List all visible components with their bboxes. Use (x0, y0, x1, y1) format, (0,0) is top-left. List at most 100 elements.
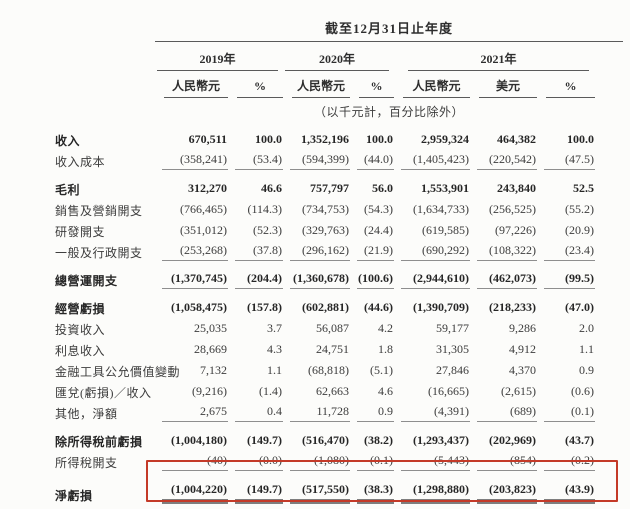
spacer-cell (595, 149, 623, 170)
table-cell: 464,382 (497, 132, 536, 146)
table-cell: 0.9 (579, 363, 594, 377)
table-cell: (53.4) (228, 149, 283, 170)
table-row: 投資收入 25,035 3.7 56,087 4.2 59,177 9,286 2.0 (55, 317, 623, 338)
table-cell: (52.3) (253, 223, 282, 237)
row-label: 銷售及營銷開支 (55, 204, 143, 218)
table-cell: (1,370,745) (155, 261, 228, 289)
table-cell: (619,585) (422, 223, 469, 237)
table-cell: (0.1) (350, 450, 394, 471)
table-cell: (204.4) (228, 261, 283, 289)
table-cell: 11,728 (283, 401, 350, 422)
row-label: 除所得稅前虧損 (55, 435, 143, 449)
spacer-cell (595, 198, 623, 219)
table-cell: (38.2) (364, 433, 393, 447)
spacer-cell (595, 170, 623, 198)
unit-note-row: （以千元計，百分比除外） (55, 98, 623, 123)
row-label: 收入成本 (55, 155, 106, 169)
table-cell: (2,615) (501, 384, 536, 398)
row-label: 收入 (55, 134, 81, 148)
table-cell: (149.7) (247, 433, 282, 447)
table-cell: (602,881) (302, 300, 349, 314)
table-cell: (854) (470, 450, 537, 471)
table-cell: (54.3) (364, 202, 393, 216)
label-column-spacer (55, 98, 155, 123)
table-cell: (203,823) (470, 471, 537, 504)
label-column-spacer (55, 12, 155, 42)
row-label: 匯兌(虧損)／收入 (55, 386, 152, 400)
table-cell: 0.9 (350, 401, 394, 422)
spacer-cell (595, 289, 623, 317)
row-label: 投資收入 (55, 323, 106, 337)
row-label: 總營運開支 (55, 274, 118, 288)
table-cell: 670,511 (188, 132, 227, 146)
table-cell: (24.4) (364, 223, 393, 237)
table-title-row: 截至12月31日止年度 (55, 12, 624, 42)
table-cell: (100.6) (350, 261, 394, 289)
table-row: 收入成本 (358,241) (53.4) (594,399) (44.0) (1,405… (55, 149, 623, 170)
table-cell: (97,226) (495, 223, 536, 237)
table-cell: (296,162) (283, 240, 350, 261)
table-cell: (462,073) (470, 261, 537, 289)
table-cell: 28,669 (194, 342, 227, 356)
table-cell: (21.9) (350, 240, 394, 261)
spacer-cell (595, 42, 623, 72)
table-cell: (1,298,880) (394, 471, 470, 504)
table-cell: 7,132 (200, 363, 227, 377)
table-cell: (690,292) (394, 240, 470, 261)
table-cell: (40) (155, 450, 228, 471)
table-row: 所得稅開支 (40) (0.0) (1,080) (0.1) (5,443) (854) (0… (55, 450, 623, 471)
spacer-cell (595, 123, 623, 149)
column-header-rmb-2020: 人民幣元 (283, 71, 350, 98)
table-cell: (2,944,610) (394, 261, 470, 289)
table-cell: 243,840 (497, 181, 536, 195)
table-cell: 52.5 (573, 181, 594, 195)
table-cell: 4,370 (509, 363, 536, 377)
financial-statement-table: 截至12月31日止年度 2019年 2020年 2021年 人民幣元 (55, 12, 624, 504)
table-cell: 1.1 (267, 363, 282, 377)
table-row: 銷售及營銷開支 (766,465) (114.3) (734,753) (54.3) (1… (55, 198, 623, 219)
table-cell: 312,270 (188, 181, 227, 195)
table-cell: 25,035 (194, 321, 227, 335)
row-label: 其他，淨額 (55, 407, 118, 421)
column-header-pct-2021: % (537, 71, 595, 98)
row-label: 毛利 (55, 183, 81, 197)
year-header-2020: 2020年 (283, 42, 394, 71)
table-row: 淨虧損 (1,004,220) (149.7) (517,550) (38.3) (1,2… (55, 471, 623, 504)
spacer-cell (595, 317, 623, 338)
table-cell: 1.8 (378, 342, 393, 356)
table-cell: (149.7) (228, 471, 283, 504)
table-cell: (1.4) (259, 384, 282, 398)
table-row: 其他，淨額 2,675 0.4 11,728 0.9 (4,391) (689) (0.1) (55, 401, 623, 422)
table-cell: (1,293,437) (413, 433, 469, 447)
column-header-row: 人民幣元 % 人民幣元 % 人民幣元 美元 % (55, 71, 623, 98)
table-cell: 27,846 (436, 363, 469, 377)
spacer-cell (595, 401, 623, 422)
table-cell: (5.1) (370, 363, 393, 377)
table-row: 研發開支 (351,012) (52.3) (329,763) (24.4) (619,5… (55, 219, 623, 240)
table-cell: 56,087 (316, 321, 349, 335)
table-cell: 757,797 (310, 181, 349, 195)
unit-note: （以千元計，百分比除外） (314, 105, 465, 119)
table-cell: (202,969) (489, 433, 536, 447)
table-cell: (114.3) (247, 202, 282, 216)
table-cell: (108,322) (470, 240, 537, 261)
table-cell: 2.0 (579, 321, 594, 335)
spacer-cell (595, 261, 623, 289)
table-cell: (256,525) (489, 202, 536, 216)
table-cell: (43.7) (565, 433, 594, 447)
table-row: 利息收入 28,669 4.3 24,751 1.8 31,305 4,912 1.1 (55, 338, 623, 359)
table-cell: (9,216) (192, 384, 227, 398)
column-header-pct-2020: % (350, 71, 394, 98)
spacer-cell (595, 240, 623, 261)
table-cell: 4,912 (509, 342, 536, 356)
table-cell: (253,268) (155, 240, 228, 261)
table-cell: (734,753) (302, 202, 349, 216)
label-column-spacer (55, 42, 155, 72)
table-cell: (517,550) (283, 471, 350, 504)
table-cell: (351,012) (180, 223, 227, 237)
table-cell: (99.5) (537, 261, 595, 289)
spacer-cell (595, 450, 623, 471)
table-cell: 1,553,901 (421, 181, 469, 195)
table-cell: (1,004,220) (155, 471, 228, 504)
table-cell: 100.0 (567, 132, 594, 146)
